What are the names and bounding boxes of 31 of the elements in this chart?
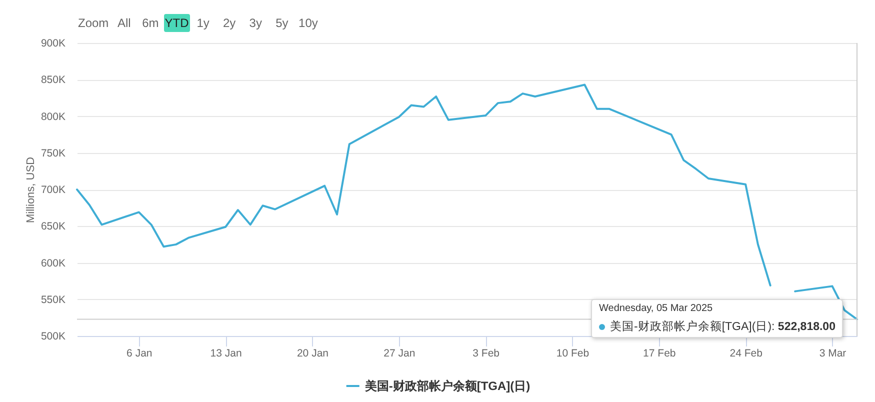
text: Zoom xyxy=(78,15,110,32)
y-tick-label: 650K xyxy=(40,220,66,233)
x-tick-label: 3 Feb xyxy=(472,348,500,360)
y-tick-label: 900K xyxy=(40,38,66,50)
x-tick-label: 13 Jan xyxy=(210,348,242,360)
y-tick-label: 600K xyxy=(40,257,66,270)
x-tick-label: 24 Feb xyxy=(730,348,763,360)
x-tick-label: 17 Feb xyxy=(643,348,676,360)
text: 10y xyxy=(298,15,319,32)
text: 5y xyxy=(274,15,290,32)
x-tick-label: 20 Jan xyxy=(296,348,329,360)
text: 3y xyxy=(248,15,263,32)
annotation: Wednesday, 05 Mar 2025 美国-财政部帐户余额[TGA](日): 522,818.00 xyxy=(599,302,836,336)
y-tick-label: 800K xyxy=(40,110,66,123)
x-tick-label: 3 Mar xyxy=(819,348,847,360)
text: 2y xyxy=(222,15,237,32)
x-tick-label: 27 Jan xyxy=(384,348,416,360)
text: All xyxy=(116,15,132,32)
x-tick-label: 6 Jan xyxy=(126,348,152,360)
x-tick-label: 10 Feb xyxy=(556,348,590,360)
tooltip: Wednesday, 05 Mar 2025 美国-财政部帐户余额[TGA](日): 522,818.00 xyxy=(591,299,844,338)
y-axis-title: Millions, USD xyxy=(24,156,37,224)
y-tick-label: 750K xyxy=(40,147,66,160)
y-tick-label: 550K xyxy=(40,294,66,306)
text: 1y xyxy=(196,15,210,32)
legend-label: 美国-财政部帐户余额[TGA](日) xyxy=(364,379,530,393)
text: YTD xyxy=(164,14,190,32)
y-tick-label: 500K xyxy=(40,330,66,342)
y-tick-label: 850K xyxy=(40,74,66,86)
y-tick-label: 700K xyxy=(40,184,66,196)
text: 6m xyxy=(141,15,160,32)
